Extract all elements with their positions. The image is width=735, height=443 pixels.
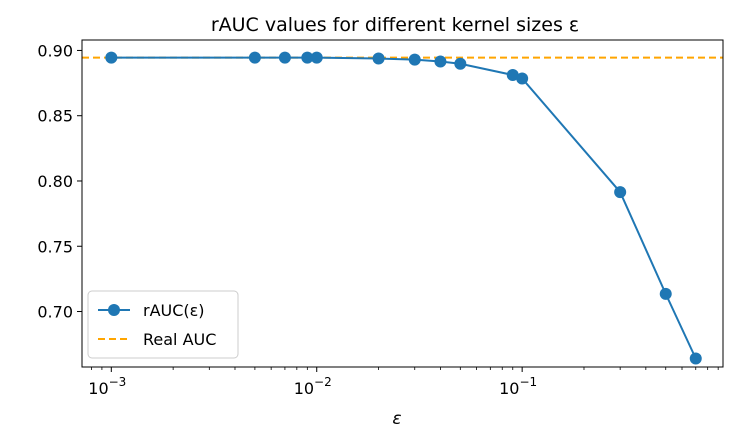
data-point — [689, 352, 702, 365]
y-tick-label: 0.80 — [37, 172, 73, 191]
legend-box — [87, 290, 239, 359]
data-point — [278, 51, 291, 64]
data-point — [105, 51, 118, 64]
data-point — [506, 68, 519, 81]
y-tick-label: 0.90 — [37, 41, 73, 60]
y-tick-label: 0.75 — [37, 237, 73, 256]
data-point — [434, 55, 447, 68]
y-tick-label: 0.70 — [37, 303, 73, 322]
y-tick-label: 0.85 — [37, 107, 73, 126]
y-axis: 0.70 0.75 0.80 0.85 0.90 — [37, 41, 82, 322]
plot-frame — [81, 39, 724, 368]
data-point — [248, 51, 261, 64]
data-point — [301, 51, 314, 64]
x-axis-label: ε — [392, 409, 401, 429]
legend-label-rauc: rAUC(ε) — [143, 301, 205, 320]
legend-label-real-auc: Real AUC — [143, 330, 216, 349]
data-point — [516, 72, 529, 85]
legend: rAUC(ε) Real AUC — [87, 290, 239, 359]
data-point — [408, 53, 421, 66]
data-point — [659, 287, 672, 300]
data-point — [614, 186, 627, 199]
data-point — [454, 57, 467, 70]
data-point — [372, 52, 385, 65]
chart-title: rAUC values for different kernel sizes ε — [211, 14, 579, 36]
legend-marker-rauc — [108, 304, 120, 316]
plot-area — [82, 51, 723, 365]
data-point — [310, 51, 323, 64]
